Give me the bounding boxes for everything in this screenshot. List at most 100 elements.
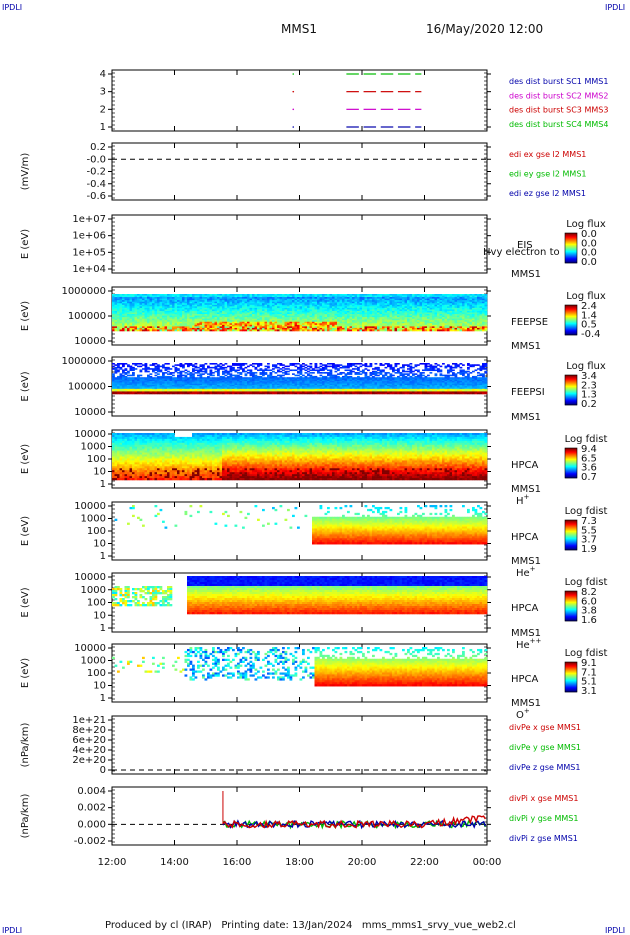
spectrogram-cell [140,371,143,373]
spectrogram-cell [232,364,235,366]
spectrogram-cell [205,329,208,331]
spectrogram-cell [130,329,133,331]
spectrogram-cell [197,372,200,374]
spectrogram-cell [192,366,195,368]
spectrogram-cell [292,329,295,331]
legend-entry: edi ex gse l2 MMS1 [509,150,586,159]
burst-dot [292,126,294,128]
spectrogram-cell [377,329,380,331]
spectrogram-cell [137,329,140,331]
spectrogram-cell [322,329,325,331]
spectrogram-cell [115,329,118,331]
spectrogram-cell [395,329,398,331]
spectrogram-cell [225,363,228,365]
spectrogram-cell [125,373,128,375]
spectrogram-cell [365,329,368,331]
spectrogram-cell [205,372,208,374]
instrument-label: FEEPSE [511,317,548,328]
spectrogram-cell [147,393,150,395]
spectrogram-cell [205,393,208,395]
spectrogram-cell [112,363,115,365]
spectrogram-cell [185,372,188,374]
y-tick-label: 100000 [68,311,106,322]
spectrogram-cell [135,368,138,370]
spectrogram-cell [170,393,173,395]
spectrogram-cell [190,364,193,366]
spectrogram-cell [287,329,290,331]
spectrogram-cell [370,329,373,331]
spectrogram-cell [157,373,160,375]
spectrogram-cell [127,375,130,377]
spectrogram-cell [140,329,143,331]
spectrogram-cell [177,393,180,395]
spectrogram-cell [260,329,263,331]
spectrogram-cell [207,393,210,395]
spectrogram-cell [117,393,120,395]
colorbar-tick: 0.0 [581,257,597,268]
spectrogram-cell [192,371,195,373]
spectrogram-cell [222,373,225,375]
spectrogram-cell [142,368,145,370]
spectrogram-cell [152,364,155,366]
spectrogram-cell [407,329,410,331]
panel-edi: 0.2-0.0-0.2-0.4-0.6(mV/m)edi ex gse l2 M… [20,142,587,202]
spectrogram-cell [445,329,448,331]
spectrogram-cell [485,329,488,331]
spectrogram-cell [235,364,238,366]
spectrogram-cell [392,329,395,331]
spectrogram-cell [157,393,160,395]
spacecraft-label: MMS1 [511,269,541,280]
spectrogram-cell [342,329,345,331]
y-axis-label: E (eV) [20,229,31,259]
spectrogram-cell [192,393,195,395]
legend-entry: des dist burst SC4 MMS4 [509,120,608,129]
y-axis-label: E (eV) [20,371,31,401]
spectrogram-cell [330,329,333,331]
spectrogram-cell [232,369,235,371]
spectrogram-cell [242,329,245,331]
spectrogram-cell [160,329,163,331]
spectrogram-cell [275,329,278,331]
spectrogram-cell [185,369,188,371]
spectrogram-cell [455,329,458,331]
spectrogram-cell [225,367,228,369]
spectrogram-cell [172,329,175,331]
spectrogram-cell [147,371,150,373]
spectrogram-cell [467,329,470,331]
spectrogram-cell [410,329,413,331]
spectrogram-cell [237,393,240,395]
spectrogram-cell [235,393,238,395]
spectrogram-cell [435,329,438,331]
spectrogram-cell [232,393,235,395]
spectrogram-cell [162,393,165,395]
spectrogram-cell [345,329,348,331]
spectrogram-cell [442,329,445,331]
legend-entry: des dist burst SC3 MMS3 [509,106,608,115]
spectrogram-cell [415,329,418,331]
spectrogram-cell [237,369,240,371]
y-tick-label: 0.2 [90,142,106,153]
y-axis-label: E (eV) [20,301,31,331]
spectrogram-cell [137,366,140,368]
spectrogram-cell [122,329,125,331]
y-tick-label: 2 [100,104,106,115]
spectrogram-cell [165,363,168,365]
spectrogram-cell [150,373,153,375]
spectrogram-cell [227,393,230,395]
spectrogram-cell [165,372,168,374]
y-tick-label: -0.2 [86,167,106,178]
spectrogram-cell [472,329,475,331]
spectrogram-cell [135,329,138,331]
spectrogram-cell [390,329,393,331]
spectrogram-cell [197,393,200,395]
spectrogram-cell [202,371,205,373]
panel-frame [112,215,487,273]
spectrogram-cell [180,393,183,395]
spectrogram-cell [172,372,175,374]
spectrogram-cell [227,366,230,368]
y-tick-label: -0.0 [86,154,106,165]
spectrogram-cell [155,393,158,395]
spectrogram-cell [160,371,163,373]
spectrogram-cell [240,368,243,370]
spectrogram-cell [462,329,465,331]
